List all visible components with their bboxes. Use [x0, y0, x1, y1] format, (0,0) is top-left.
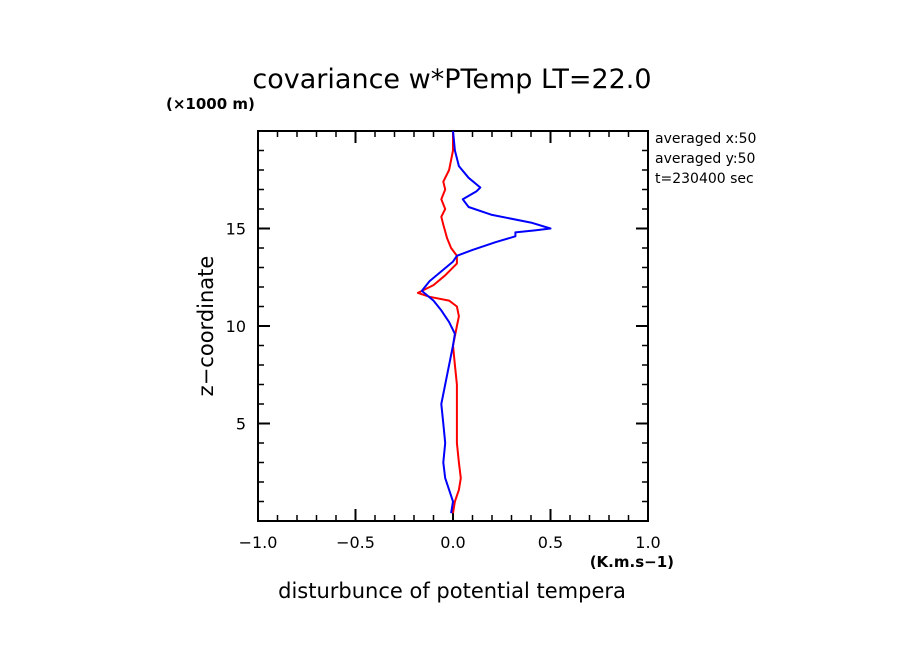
- x-axis-ticks: −1.0 −0.5 0.0 0.5 1.0: [239, 131, 661, 552]
- y-axis-ticks: 5 10 15: [226, 220, 648, 434]
- plot-frame: [257, 130, 649, 522]
- series-lines: [416, 130, 552, 514]
- series-line-1: [416, 131, 462, 514]
- x-axis-unit: (K.m.s−1): [590, 553, 674, 571]
- y-tick-label: 5: [236, 415, 246, 434]
- y-axis-label: z−coordinate: [194, 256, 218, 397]
- annotation-averaged-x: averaged x:50: [655, 131, 756, 147]
- annotation-averaged-y: averaged y:50: [655, 151, 755, 167]
- chart-title: covariance w*PTemp LT=22.0: [252, 64, 651, 95]
- x-tick-label: −0.5: [336, 533, 375, 552]
- x-tick-label: 0.0: [440, 533, 465, 552]
- y-tick-label: 10: [226, 317, 246, 336]
- y-tick-label: 15: [226, 220, 246, 239]
- minor-ticks: [258, 131, 648, 521]
- x-axis-label: disturbunce of potential tempera: [278, 579, 626, 603]
- x-tick-label: 1.0: [635, 533, 660, 552]
- annotation-time: t=230400 sec: [655, 171, 754, 187]
- y-axis-unit: (×1000 m): [166, 95, 255, 113]
- series-line-2: [420, 130, 552, 514]
- x-tick-label: 0.5: [538, 533, 563, 552]
- x-tick-label: −1.0: [239, 533, 278, 552]
